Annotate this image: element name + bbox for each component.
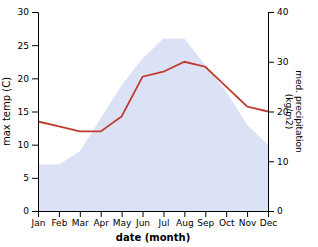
axis-line bbox=[32, 13, 39, 212]
tick: Aug bbox=[176, 211, 194, 228]
tick: Jul bbox=[158, 211, 170, 228]
tick-mark bbox=[163, 211, 164, 217]
y2-axis-title-line: (kg/m2) bbox=[284, 94, 294, 129]
tick-label: 0 bbox=[277, 206, 283, 216]
tick-label: May bbox=[113, 218, 132, 228]
tick: Jun bbox=[135, 211, 150, 228]
tick: 25 bbox=[18, 41, 38, 51]
tick-mark bbox=[226, 211, 227, 217]
tick-label: Apr bbox=[93, 218, 109, 228]
tick-mark bbox=[32, 211, 38, 212]
tick-label: 10 bbox=[277, 157, 289, 167]
y2-axis-title-line: med. precipitation bbox=[294, 70, 304, 152]
tick: Apr bbox=[93, 211, 109, 228]
tick-mark bbox=[184, 211, 185, 217]
tick: Jan bbox=[31, 211, 46, 228]
line bbox=[38, 62, 268, 132]
tick-label: 40 bbox=[277, 7, 289, 17]
tick-mark bbox=[268, 112, 274, 113]
tick-label: Mar bbox=[72, 218, 89, 228]
tick-mark bbox=[122, 211, 123, 217]
tick-mark bbox=[268, 12, 274, 13]
tick: 30 bbox=[18, 7, 38, 17]
y2-axis-title: med. precipitation(kg/m2) bbox=[284, 70, 304, 152]
tick-mark bbox=[268, 62, 274, 63]
tick-label: 5 bbox=[23, 173, 29, 183]
tick-mark bbox=[268, 161, 274, 162]
tick-mark bbox=[205, 211, 206, 217]
tick-mark bbox=[268, 211, 274, 212]
axis-line bbox=[269, 13, 275, 212]
tick-mark bbox=[32, 145, 38, 146]
tick: 0 bbox=[23, 206, 38, 216]
tick-mark bbox=[32, 12, 38, 13]
tick: Mar bbox=[72, 211, 89, 228]
tick: Dec bbox=[260, 211, 277, 228]
tick-mark bbox=[143, 211, 144, 217]
tick-mark bbox=[32, 112, 38, 113]
x-axis-title: date (month) bbox=[116, 232, 190, 243]
axis-line bbox=[39, 212, 269, 218]
tick-mark bbox=[32, 45, 38, 46]
tick-label: 25 bbox=[18, 41, 29, 51]
tick-label: Dec bbox=[260, 218, 277, 228]
tick-mark bbox=[32, 178, 38, 179]
tick-label: Jun bbox=[135, 218, 150, 228]
area bbox=[38, 39, 268, 211]
tick: 15 bbox=[18, 107, 38, 117]
tick-label: Feb bbox=[51, 218, 67, 228]
tick: 10 bbox=[18, 140, 38, 150]
tick-label: 30 bbox=[18, 7, 30, 17]
tick-label: Nov bbox=[239, 218, 257, 228]
tick-mark bbox=[247, 211, 248, 217]
tick-mark bbox=[59, 211, 60, 217]
tick: Oct bbox=[219, 211, 235, 228]
x-axis: Jan Feb Mar Apr MayJun Jul AugSep Oct NovDec bbox=[31, 211, 278, 228]
marks bbox=[38, 39, 268, 211]
plot: JanFebMarAprMayJunJulAugSepOctNovDec0510… bbox=[1, 7, 304, 243]
tick: 40 bbox=[268, 7, 289, 17]
tick: Nov bbox=[239, 211, 257, 228]
tick-label: 20 bbox=[18, 74, 30, 84]
tick: Feb bbox=[51, 211, 67, 228]
tick-label: Sep bbox=[197, 218, 214, 228]
tick: 5 bbox=[23, 173, 38, 183]
tick-mark bbox=[32, 78, 38, 79]
tick-label: 10 bbox=[18, 140, 30, 150]
chart: JanFebMarAprMayJunJulAugSepOctNovDec0510… bbox=[0, 0, 318, 247]
tick: 30 bbox=[268, 57, 289, 67]
tick: Sep bbox=[197, 211, 214, 228]
tick-mark bbox=[80, 211, 81, 217]
tick-label: 0 bbox=[23, 206, 29, 216]
tick-label: Jul bbox=[158, 218, 170, 228]
tick-label: Aug bbox=[176, 218, 194, 228]
y-axis-title: max temp (C) bbox=[1, 77, 12, 146]
tick-label: 15 bbox=[18, 107, 29, 117]
tick: 10 bbox=[268, 157, 289, 167]
tick-mark bbox=[101, 211, 102, 217]
tick: 0 bbox=[268, 206, 283, 216]
tick-label: Jan bbox=[31, 218, 46, 228]
tick: May bbox=[113, 211, 132, 228]
tick-label: 30 bbox=[277, 57, 289, 67]
tick-label: Oct bbox=[219, 218, 235, 228]
tick: 20 bbox=[18, 74, 38, 84]
y-axis: 0 5 10 15 20 25 30 bbox=[18, 7, 39, 216]
